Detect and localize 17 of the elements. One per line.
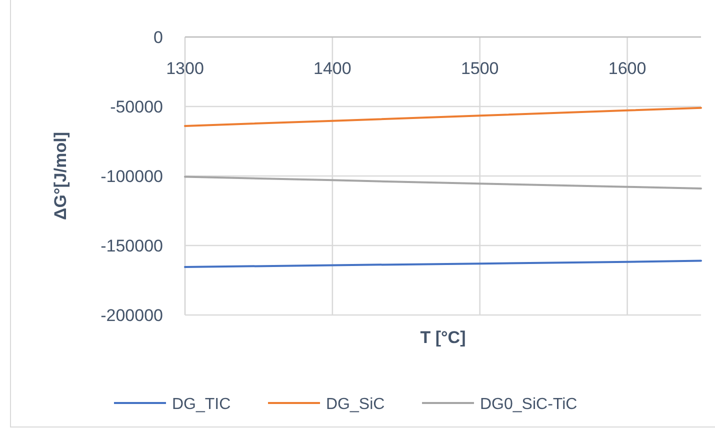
y-tick-label: -50000 — [110, 98, 163, 116]
line-series — [184, 106, 702, 127]
line-series — [184, 260, 702, 268]
x-tick-label: 1300 — [166, 59, 204, 78]
legend-label: DG_SiC — [326, 396, 385, 413]
x-tick-label: 1400 — [314, 59, 352, 78]
y-tick-label: -150000 — [100, 236, 163, 256]
x-tick-label: 1600 — [608, 59, 646, 78]
y-tick-label: 0 — [154, 28, 163, 47]
legend-label: DG0_SiC-TiC — [480, 396, 578, 413]
x-tick-label: 1500 — [460, 59, 499, 78]
x-axis-title: T [°C] — [420, 328, 466, 347]
y-tick-label: -200000 — [100, 306, 163, 325]
y-tick-label: -100000 — [100, 167, 163, 186]
line-series — [184, 176, 702, 190]
legend-label: DG_TIC — [172, 396, 231, 413]
y-axis-title: ΔG°[J/mol] — [51, 132, 70, 220]
